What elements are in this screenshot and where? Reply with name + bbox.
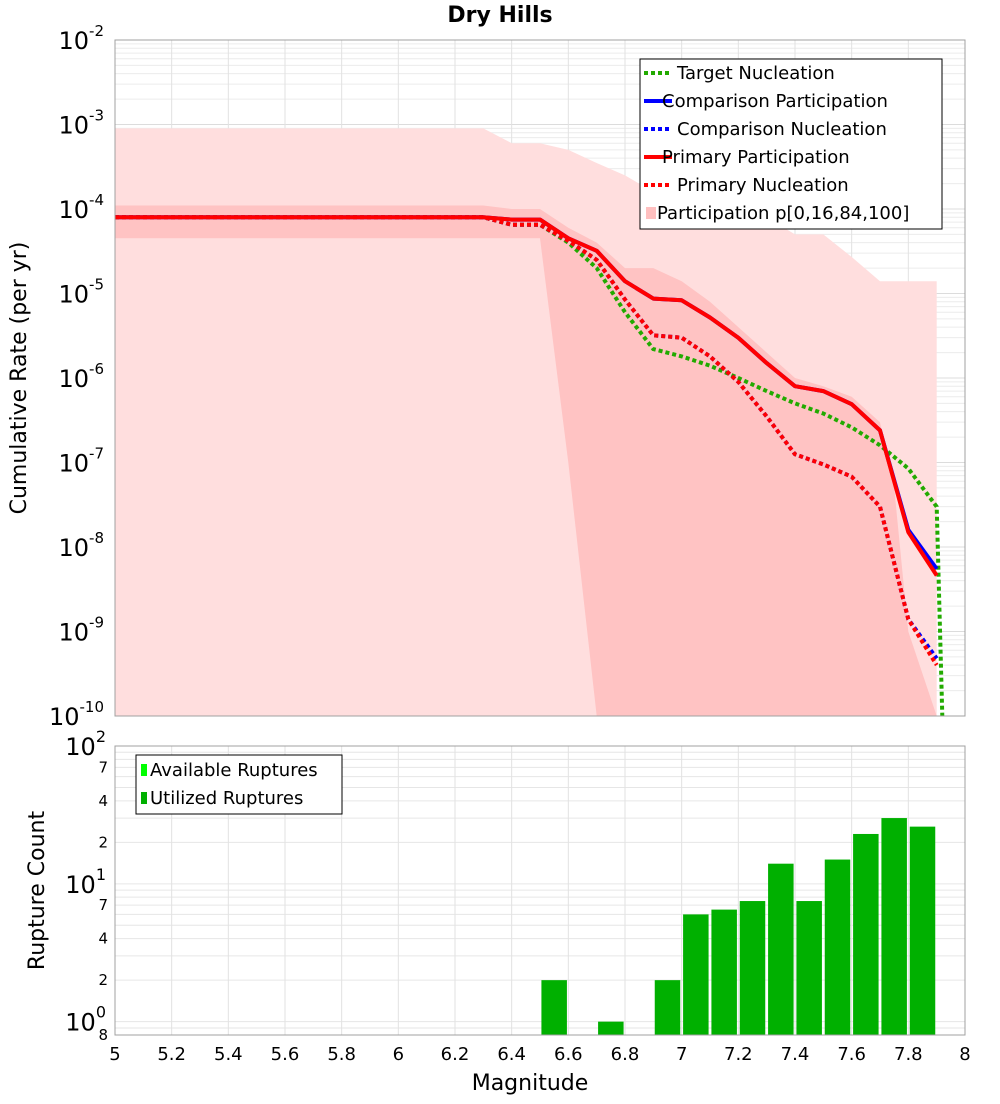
x-tick-label: 5.4 [214, 1044, 243, 1065]
x-tick-label: 5.2 [157, 1044, 186, 1065]
legend-label: Available Ruptures [150, 760, 318, 781]
legend-swatch [141, 792, 147, 804]
y-tick-label: 10-9 [58, 614, 104, 647]
bar [768, 863, 794, 1035]
bar [683, 914, 709, 1035]
bar [824, 859, 851, 1035]
chart-title: Dry Hills [447, 3, 552, 28]
series-line-target-nucleation [115, 215, 945, 717]
series-line-primary-nucleation [115, 215, 939, 667]
top-plot-frame [114, 39, 966, 717]
x-tick-label: 6.8 [611, 1044, 640, 1065]
y-tick-label: 7 [98, 758, 108, 776]
x-tick-label: 7.6 [837, 1044, 866, 1065]
legend-swatch [141, 764, 147, 776]
y-tick-label: 10-6 [58, 360, 104, 393]
y-tick-label: 7 [98, 896, 108, 914]
y-tick-label: 10-4 [58, 191, 104, 224]
y-tick-label: 4 [98, 792, 108, 810]
x-tick-label: 5.8 [327, 1044, 356, 1065]
y-tick-label: 10-7 [58, 445, 104, 478]
x-tick-label: 5.6 [271, 1044, 300, 1065]
y-tick-label: 102 [65, 727, 106, 761]
x-tick-label: 7.2 [724, 1044, 753, 1065]
legend-label: Utilized Ruptures [150, 788, 303, 809]
legend-box [135, 754, 343, 815]
y-tick-label: 4 [98, 930, 108, 948]
legend-swatch [646, 207, 656, 219]
legend-label: Target Nucleation [676, 63, 835, 84]
x-tick-label: 8 [959, 1044, 970, 1065]
y-tick-label: 10-10 [49, 698, 104, 731]
bar [909, 826, 936, 1035]
bar [796, 901, 822, 1035]
x-tick-label: 7.8 [894, 1044, 923, 1065]
legend-label: Primary Nucleation [677, 175, 849, 196]
bottom-plot-frame [114, 745, 966, 1036]
legend-label: Comparison Participation [662, 91, 888, 112]
y-tick-label: 8 [98, 1026, 108, 1044]
bar [711, 909, 737, 1035]
y-tick-label: 10-2 [58, 22, 104, 55]
bar [541, 980, 567, 1035]
y-axis-label: Rupture Count [25, 811, 50, 971]
x-tick-label: 6.2 [441, 1044, 470, 1065]
bar [598, 1021, 624, 1035]
legend: Available Ruptures Utilized Ruptures [135, 754, 343, 815]
x-axis-label: Magnitude [472, 1071, 589, 1096]
series-line-primary-participation [115, 215, 939, 577]
x-tick-label: 6 [393, 1044, 404, 1065]
bar [739, 901, 766, 1035]
x-tick-label: 6.4 [497, 1044, 526, 1065]
bar [881, 818, 907, 1035]
x-tick-label: 7 [676, 1044, 687, 1065]
y-tick-label: 101 [65, 865, 106, 899]
legend-label: Participation p[0,16,84,100] [657, 203, 909, 224]
y-tick-label: 100 [65, 1003, 106, 1037]
x-tick-label: 7.4 [781, 1044, 810, 1065]
y-tick-label: 10-3 [58, 107, 104, 140]
x-tick-label: 5 [109, 1044, 120, 1065]
y-tick-label: 10-5 [58, 276, 104, 309]
y-tick-label: 10-8 [58, 529, 104, 562]
bar [853, 833, 879, 1035]
bar [654, 980, 681, 1035]
legend-box [639, 58, 943, 230]
y-axis-label: Cumulative Rate (per yr) [7, 242, 32, 515]
y-tick-label: 2 [98, 833, 108, 851]
legend-label: Comparison Nucleation [677, 119, 887, 140]
x-tick-label: 6.6 [554, 1044, 583, 1065]
legend-label: Primary Participation [662, 147, 850, 168]
legend: Target Nucleation Comparison Participatio… [639, 58, 943, 230]
y-tick-label: 2 [98, 971, 108, 989]
